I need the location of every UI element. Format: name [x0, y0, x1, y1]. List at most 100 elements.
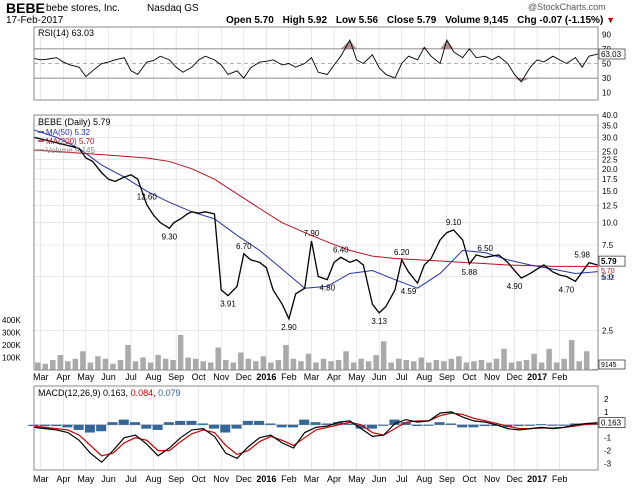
macd-histogram-bar [344, 423, 355, 425]
rsi-tick-label: 50 [602, 60, 611, 69]
volume-bar [253, 361, 259, 370]
macd-histogram-bar [220, 424, 231, 433]
volume-bar [87, 362, 94, 370]
ma50-last-label: 5.32 [601, 275, 615, 282]
price-tick-label: 15.0 [602, 187, 618, 196]
volume-bar [523, 360, 530, 370]
month-label: Jun [101, 474, 116, 484]
macd-tick-label: 1 [604, 408, 609, 417]
month-label: Dec [236, 372, 253, 382]
volume-bar [102, 358, 109, 370]
quote-date: 17-Feb-2017 [6, 15, 64, 26]
macd-histogram-bar [558, 424, 569, 426]
volume-bar [80, 351, 86, 370]
legend-entry: MA(200) 5.70 [46, 137, 95, 146]
price-annotation: 4.80 [319, 284, 335, 293]
month-label: Mar [33, 372, 49, 382]
month-label: Nov [484, 474, 501, 484]
macd-histogram-bar [84, 424, 95, 433]
volume-bar [328, 361, 334, 370]
volume-bar [72, 358, 79, 370]
volume-bar [538, 362, 545, 370]
company-name: bebe stores, Inc. [46, 3, 120, 14]
volume-bar [478, 360, 485, 370]
macd-histogram-bar [547, 424, 558, 426]
rsi-overbought-fill [424, 47, 432, 49]
price-tick-label: 5.0 [602, 272, 614, 281]
volume-bar [192, 358, 199, 370]
price-annotation: 9.30 [162, 232, 178, 241]
price-annotation: 3.13 [371, 317, 387, 326]
price-tick-label: 40.0 [602, 111, 618, 120]
macd-histogram-bar [457, 424, 468, 428]
macd-frame [33, 385, 599, 471]
month-label: Aug [416, 372, 432, 382]
volume-bar [516, 361, 522, 370]
ma200-last-label: 5.70 [601, 268, 615, 275]
volume-bar [343, 351, 349, 370]
price-panel: 40.035.0 30.0 25.022.520.017.5 15.0 12.5 10.0… [2, 111, 626, 371]
volume-bar [170, 360, 176, 370]
macd-last-box [598, 417, 626, 428]
rsi-overbought-fill [340, 40, 350, 49]
volume-bar [35, 362, 41, 370]
volume-bar [380, 341, 387, 370]
macd-histogram-bar [186, 420, 197, 425]
macd-line [33, 411, 599, 464]
macd-tick-label: 2 [604, 395, 609, 404]
stockcharts-credit[interactable]: @StockCharts.com [528, 2, 606, 12]
macd-histogram-bar [468, 424, 479, 428]
volume-quote: Volume 9,145 [445, 15, 509, 26]
volume-bar [305, 353, 312, 370]
price-line [33, 136, 599, 321]
price-tick-label: 10.0 [602, 219, 618, 228]
volume-bar [591, 368, 597, 370]
month-label: Nov [213, 372, 230, 382]
month-label: 2016 [256, 474, 276, 484]
volume-bar [395, 358, 402, 370]
volume-bar [177, 335, 184, 370]
rsi-frame [33, 26, 599, 101]
month-label: Nov [484, 372, 501, 382]
month-label: Jun [101, 372, 116, 382]
macd-histogram-bar [310, 422, 321, 425]
volume-bar [200, 361, 206, 370]
volume-bar [365, 361, 372, 370]
legend-entry: Volume 9,145 [46, 146, 95, 155]
month-label: May [348, 474, 366, 484]
volume-bar [388, 362, 394, 370]
macd-histogram-bar [536, 424, 547, 426]
price-annotation: 4.90 [507, 282, 523, 291]
change-quote: Chg -0.07 (-1.15%) ▼ [517, 15, 615, 26]
volume-bar [207, 362, 214, 370]
macd-histogram-bar [333, 422, 344, 425]
volume-bar [568, 340, 575, 370]
price-annotation: 4.70 [559, 285, 575, 294]
macd-histogram-bar [265, 423, 276, 425]
price-annotation: 2.90 [281, 323, 297, 332]
month-label: Mar [33, 474, 49, 484]
macd-histogram-bar [175, 420, 186, 425]
close-last-label: 5.79 [601, 257, 617, 266]
macd-histogram-bar [242, 420, 253, 425]
macd-histogram-bar [118, 419, 129, 425]
ticker-symbol: BEBE [6, 0, 45, 16]
month-label: Sep [439, 372, 455, 382]
macd-histogram-bar [490, 424, 502, 427]
macd-histogram-bar [389, 419, 400, 425]
month-label: Dec [507, 372, 524, 382]
macd-histogram-bar [276, 424, 287, 428]
price-annotation: 9.10 [446, 218, 462, 227]
price-frame [33, 114, 599, 371]
month-label: Apr [56, 474, 70, 484]
volume-bar [531, 353, 537, 370]
price-annotation: 6.50 [477, 244, 493, 253]
volume-tick-label: 400K [2, 316, 21, 325]
macd-histogram-bar [129, 422, 141, 425]
price-annotation: 6.70 [236, 242, 252, 251]
month-label: Jul [125, 372, 137, 382]
macd-histogram-bar [73, 424, 84, 430]
volume-bar [583, 351, 590, 370]
volume-bar [147, 362, 154, 370]
macd-histogram-bar [163, 422, 174, 425]
